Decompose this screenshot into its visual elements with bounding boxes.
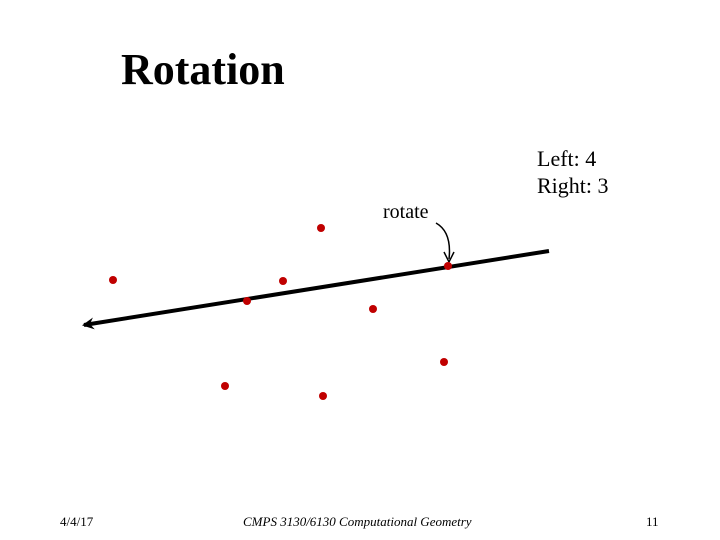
footer-date: 4/4/17	[60, 514, 94, 529]
slide-title: Rotation	[121, 45, 285, 94]
point	[317, 224, 325, 232]
point	[369, 305, 377, 313]
point	[319, 392, 327, 400]
point-set	[109, 224, 452, 400]
rotate-annotation: rotate	[383, 201, 429, 223]
pivot-point	[444, 262, 452, 270]
point	[279, 277, 287, 285]
side-counts: Left: 4 Right: 3	[537, 145, 609, 199]
directed-line	[82, 249, 550, 330]
point	[440, 358, 448, 366]
point	[243, 297, 251, 305]
footer-course: CMPS 3130/6130 Computational Geometry	[243, 514, 472, 529]
rotate-pointer-arrow	[435, 222, 451, 260]
point	[221, 382, 229, 390]
footer-page-number: 11	[646, 514, 659, 529]
right-count: Right: 3	[537, 173, 609, 198]
point	[109, 276, 117, 284]
rotate-pointer-arrowhead	[443, 251, 455, 264]
left-count: Left: 4	[537, 146, 597, 171]
